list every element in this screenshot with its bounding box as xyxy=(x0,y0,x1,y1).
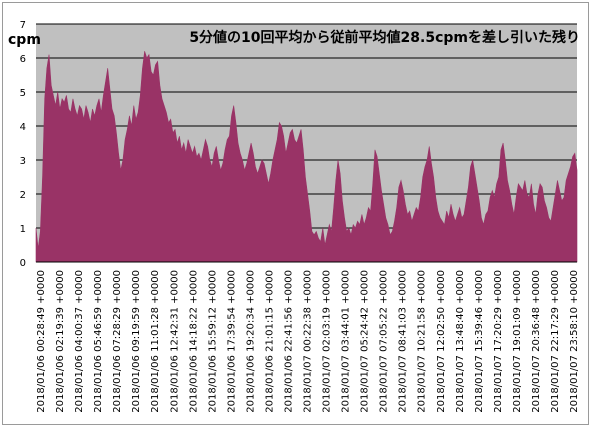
y-tick-label: 5 xyxy=(20,88,26,99)
x-tick-label: 2018/01/07 17:20:29 +0000 xyxy=(493,270,504,413)
y-axis-ticks: 0 1 2 3 4 5 6 7 xyxy=(20,20,26,269)
x-tick-label: 2018/01/06 22:41:56 +0000 xyxy=(284,270,295,413)
x-tick-label: 2018/01/06 21:01:15 +0000 xyxy=(264,270,275,413)
data-area-series xyxy=(35,51,578,263)
x-tick-label: 2018/01/06 07:28:29 +0000 xyxy=(112,270,123,413)
y-tick-label: 6 xyxy=(20,54,26,65)
x-tick-label: 2018/01/06 02:19:39 +0000 xyxy=(55,270,66,413)
x-tick-label: 2018/01/07 03:44:01 +0000 xyxy=(341,270,352,413)
y-tick-label: 1 xyxy=(20,224,26,235)
x-tick-label: 2018/01/07 08:41:03 +0000 xyxy=(398,270,409,413)
x-tick-label: 2018/01/06 00:28:49 +0000 xyxy=(36,270,47,413)
x-tick-label: 2018/01/06 19:20:34 +0000 xyxy=(245,270,256,413)
x-tick-label: 2018/01/07 19:01:09 +0000 xyxy=(512,270,523,413)
x-tick-label: 2018/01/07 22:17:29 +0000 xyxy=(550,270,561,413)
x-tick-label: 2018/01/07 15:39:46 +0000 xyxy=(474,270,485,413)
x-tick-label: 2018/01/07 00:22:38 +0000 xyxy=(303,270,314,413)
x-tick-label: 2018/01/07 02:03:19 +0000 xyxy=(322,270,333,413)
x-tick-label: 2018/01/06 11:01:28 +0000 xyxy=(150,270,161,413)
x-axis-ticks: 2018/01/06 00:28:49 +0000 2018/01/06 02:1… xyxy=(36,270,580,413)
y-tick-label: 2 xyxy=(20,190,26,201)
x-tick-label: 2018/01/06 05:46:59 +0000 xyxy=(93,270,104,413)
x-tick-label: 2018/01/07 12:02:50 +0000 xyxy=(436,270,447,413)
x-tick-label: 2018/01/06 15:59:12 +0000 xyxy=(207,270,218,413)
x-tick-label: 2018/01/07 23:58:10 +0000 xyxy=(569,270,580,413)
y-tick-label: 3 xyxy=(20,156,26,167)
x-tick-label: 2018/01/06 17:39:54 +0000 xyxy=(226,270,237,413)
y-tick-label: 4 xyxy=(20,122,26,133)
x-tick-label: 2018/01/07 20:36:48 +0000 xyxy=(531,270,542,413)
chart-title: 5分値の10回平均から従前平均値28.5cpmを差し引いた残り xyxy=(189,29,580,46)
y-tick-label: 0 xyxy=(20,258,26,269)
x-tick-label: 2018/01/06 09:19:59 +0000 xyxy=(131,270,142,413)
x-tick-label: 2018/01/07 05:24:42 +0000 xyxy=(360,270,371,413)
x-tick-label: 2018/01/07 07:05:22 +0000 xyxy=(379,270,390,413)
y-tick-label: 7 xyxy=(20,20,26,31)
x-tick-label: 2018/01/06 14:18:22 +0000 xyxy=(188,270,199,413)
x-tick-label: 2018/01/07 13:48:40 +0000 xyxy=(455,270,466,413)
x-tick-label: 2018/01/06 04:00:37 +0000 xyxy=(74,270,85,413)
y-axis-label: cpm xyxy=(8,32,41,48)
x-tick-label: 2018/01/07 10:21:58 +0000 xyxy=(417,270,428,413)
x-tick-label: 2018/01/06 12:42:31 +0000 xyxy=(169,270,180,413)
